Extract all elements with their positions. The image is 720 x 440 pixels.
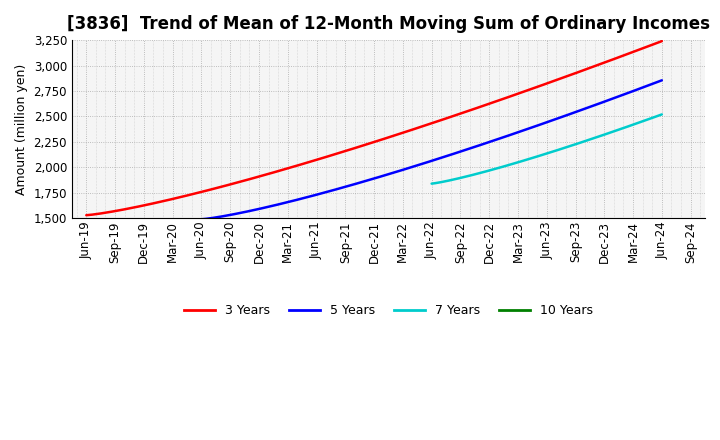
7 Years bbox=[470, 172, 479, 177]
5 Years bbox=[283, 200, 292, 205]
7 Years bbox=[489, 167, 498, 172]
5 Years bbox=[320, 190, 328, 195]
7 Years bbox=[638, 119, 647, 124]
5 Years bbox=[197, 216, 206, 222]
5 Years bbox=[634, 86, 643, 92]
3 Years bbox=[117, 207, 125, 213]
7 Years bbox=[441, 179, 450, 184]
Legend: 3 Years, 5 Years, 7 Years, 10 Years: 3 Years, 5 Years, 7 Years, 10 Years bbox=[179, 299, 598, 323]
5 Years bbox=[657, 78, 666, 83]
5 Years bbox=[618, 92, 627, 98]
Line: 7 Years: 7 Years bbox=[431, 114, 662, 183]
3 Years bbox=[629, 49, 637, 55]
Line: 3 Years: 3 Years bbox=[86, 41, 662, 215]
Y-axis label: Amount (million yen): Amount (million yen) bbox=[15, 63, 28, 195]
5 Years bbox=[215, 214, 224, 220]
7 Years bbox=[427, 181, 436, 186]
3 Years bbox=[235, 179, 244, 184]
3 Years bbox=[608, 57, 617, 62]
7 Years bbox=[436, 180, 445, 185]
3 Years bbox=[657, 38, 666, 44]
3 Years bbox=[82, 213, 91, 218]
7 Years bbox=[657, 112, 666, 117]
Line: 5 Years: 5 Years bbox=[202, 81, 662, 219]
3 Years bbox=[105, 209, 114, 215]
5 Years bbox=[225, 213, 233, 218]
Title: [3836]  Trend of Mean of 12-Month Moving Sum of Ordinary Incomes: [3836] Trend of Mean of 12-Month Moving … bbox=[67, 15, 710, 33]
3 Years bbox=[189, 191, 197, 197]
7 Years bbox=[646, 116, 654, 121]
